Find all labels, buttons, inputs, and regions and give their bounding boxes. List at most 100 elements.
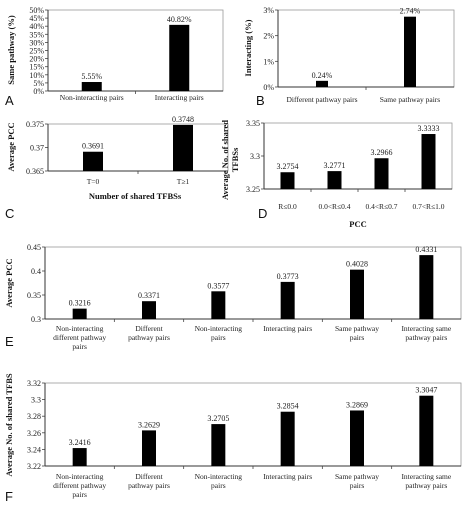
category-label: 0.4<R≤0.7 <box>365 202 397 211</box>
plot-frame <box>44 246 462 320</box>
category-label-line: pairs <box>211 481 226 490</box>
chart-panel-c: 0.365 0.37 0.375 0.3691 T=0 0.3748 T≥1 Average … <box>5 115 229 221</box>
y-tick-label: 2% <box>263 32 274 41</box>
category-label: Different pathway pairs <box>128 324 170 342</box>
category-label: Interacting same pathway pairs <box>401 324 451 342</box>
data-label: 0.4331 <box>415 245 437 254</box>
bar <box>211 291 226 319</box>
data-label: 3.2754 <box>277 162 299 171</box>
data-label: 3.2854 <box>277 402 299 411</box>
category-label-line: Non-interacting pairs <box>60 93 124 102</box>
data-label: 0.3748 <box>172 115 194 124</box>
plot-frame <box>47 9 224 92</box>
bar <box>421 134 436 189</box>
category-label-line: pathway pairs <box>405 481 447 490</box>
y-tick-label: 30% <box>29 38 44 47</box>
y-tick-label: 3.32 <box>27 379 41 388</box>
category-label: Non-interacting pairs <box>195 324 243 342</box>
data-label: 0.3216 <box>69 299 91 308</box>
y-tick-label: 0.35 <box>27 291 41 300</box>
category-label-line: Non-interacting <box>56 324 104 333</box>
panel-label: B <box>256 93 265 108</box>
panel-label: F <box>5 489 13 504</box>
bar <box>173 124 193 171</box>
y-tick-label: 3.25 <box>246 185 260 194</box>
data-label: 3.2416 <box>69 438 91 447</box>
category-label: Non-interacting pairs <box>60 93 124 102</box>
category-label-line: T≥1 <box>177 177 190 186</box>
bar <box>419 395 434 466</box>
data-label: 40.82% <box>167 15 192 24</box>
bar <box>72 308 87 319</box>
x-axis-label: Number of shared TFBSs <box>89 191 182 201</box>
bar <box>316 80 328 87</box>
category-label-line: pathway pairs <box>128 333 170 342</box>
y-tick-label: 3.35 <box>246 119 260 128</box>
y-tick-label: 3.3 <box>250 152 260 161</box>
category-label-line: pairs <box>72 342 87 351</box>
category-label-line: R≤0.0 <box>278 202 297 211</box>
chart-panel-f: 3.22 3.24 3.26 3.28 3.3 3.32 3.2416 Non-interac… <box>4 373 462 504</box>
category-label-line: Different <box>135 324 163 333</box>
y-tick-label: 10% <box>29 71 44 80</box>
category-label-line: Different pathway pairs <box>286 95 357 104</box>
data-label: 3.2705 <box>207 414 229 423</box>
data-label: 0.3773 <box>277 272 299 281</box>
data-label: 0.3577 <box>207 281 229 290</box>
y-tick-label: 0% <box>33 87 44 96</box>
panel-label: C <box>5 206 14 221</box>
category-label-line: Interacting same <box>401 324 451 333</box>
y-tick-label: 3.24 <box>27 445 41 454</box>
category-label-line: Non-interacting <box>195 472 243 481</box>
category-label-line: Non-interacting <box>56 472 104 481</box>
data-label: 2.74% <box>400 7 421 16</box>
category-label: Same pathway pairs <box>380 95 440 104</box>
panel-label: A <box>5 93 14 108</box>
data-label: 0.4028 <box>346 260 368 269</box>
data-label: 3.2966 <box>371 148 393 157</box>
category-label: Same pathway pairs <box>335 472 379 490</box>
y-axis-label-line: Average No. of shared <box>220 120 230 200</box>
data-label: 3.3333 <box>418 124 440 133</box>
y-axis-label: Average PCC <box>4 258 14 307</box>
y-tick-label: 0.3 <box>31 315 41 324</box>
bar <box>280 411 295 466</box>
bar <box>404 16 416 88</box>
category-label-line: pathway pairs <box>128 481 170 490</box>
category-label-line: 0.4<R≤0.7 <box>365 202 397 211</box>
category-label: Same pathway pairs <box>335 324 379 342</box>
category-label: Different pathway pairs <box>286 95 357 104</box>
category-label-line: pairs <box>72 490 87 499</box>
category-label: Different pathway pairs <box>128 472 170 490</box>
bar <box>211 424 226 466</box>
chart-panel-a: 0%5%10%15%20%25%30%35%40%45%50% 5.55% Non-… <box>5 6 224 108</box>
y-tick-label: 0.45 <box>27 243 41 252</box>
panel-label: E <box>5 334 14 349</box>
category-label-line: different pathway <box>53 333 106 342</box>
category-label: Interacting same pathway pairs <box>401 472 451 490</box>
bar <box>350 410 364 466</box>
category-label-line: Interacting pairs <box>263 472 312 481</box>
category-label-line: T=0 <box>87 177 100 186</box>
bar <box>142 430 156 466</box>
y-tick-label: 5% <box>33 79 44 88</box>
y-tick-label: 0% <box>263 83 274 92</box>
category-label: Interacting pairs <box>263 324 312 333</box>
y-axis-label: Same pathway (%) <box>6 15 16 85</box>
bar <box>169 24 190 92</box>
category-label: Non-interacting different pathway pairs <box>53 472 106 499</box>
category-label-line: pairs <box>350 481 365 490</box>
y-axis-label: Average No. of shared TFBS <box>4 373 14 476</box>
x-axis-label: PCC <box>349 219 366 229</box>
category-label: Non-interacting pairs <box>195 472 243 490</box>
category-label-line: Same pathway <box>335 324 379 333</box>
plot-frame <box>44 382 462 467</box>
bar <box>327 171 342 189</box>
y-tick-label: 3.22 <box>27 462 41 471</box>
y-tick-label: 35% <box>29 30 44 39</box>
category-label-line: pairs <box>350 333 365 342</box>
y-tick-label: 0.4 <box>31 267 41 276</box>
bar <box>81 82 102 91</box>
category-label-line: Same pathway pairs <box>380 95 440 104</box>
